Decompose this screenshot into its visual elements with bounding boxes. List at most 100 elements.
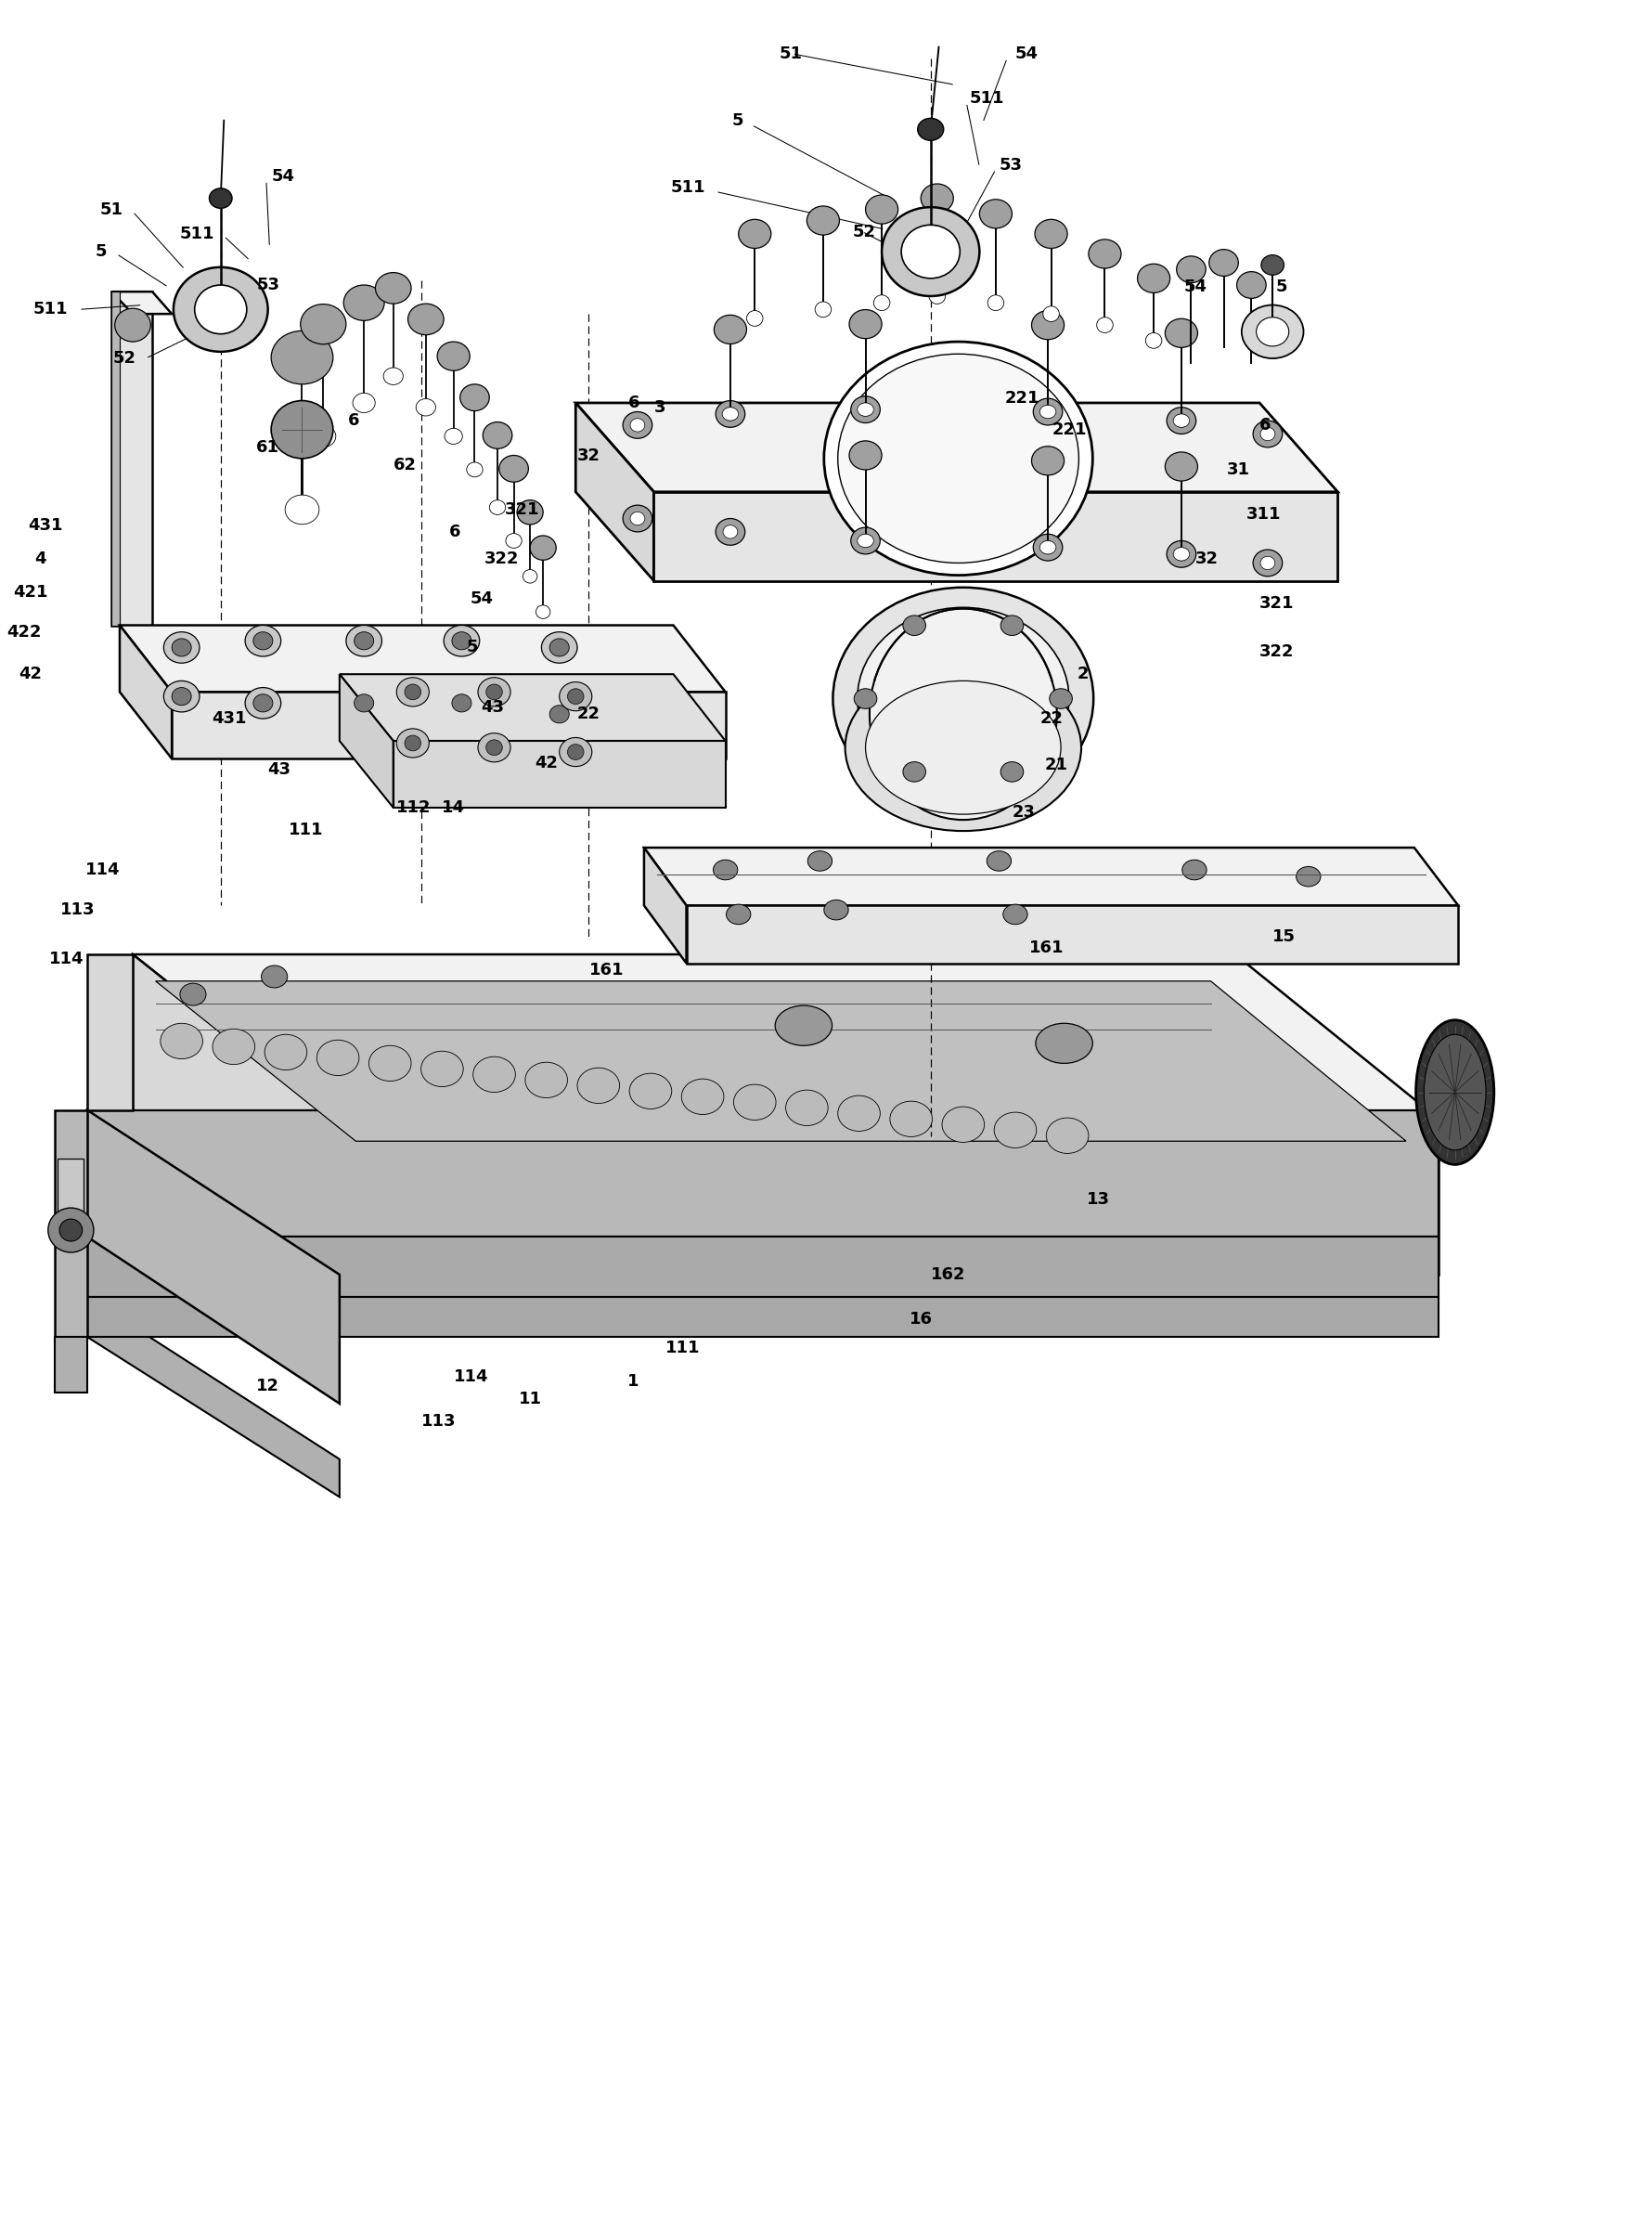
Ellipse shape <box>451 633 471 649</box>
Ellipse shape <box>889 1101 932 1137</box>
Ellipse shape <box>1252 421 1282 448</box>
Ellipse shape <box>747 310 763 325</box>
Text: 43: 43 <box>268 762 291 778</box>
Ellipse shape <box>383 368 403 386</box>
Ellipse shape <box>1042 305 1059 321</box>
Ellipse shape <box>1260 428 1274 441</box>
Ellipse shape <box>396 729 430 758</box>
Ellipse shape <box>535 606 550 620</box>
Ellipse shape <box>59 1219 83 1242</box>
Ellipse shape <box>849 441 881 470</box>
Ellipse shape <box>917 118 943 140</box>
Ellipse shape <box>623 412 653 439</box>
Polygon shape <box>686 905 1457 963</box>
Text: 54: 54 <box>1014 45 1037 62</box>
Polygon shape <box>172 691 725 758</box>
Ellipse shape <box>1416 1021 1493 1164</box>
Ellipse shape <box>1034 218 1067 247</box>
Ellipse shape <box>725 905 750 925</box>
Ellipse shape <box>558 682 591 711</box>
Ellipse shape <box>180 983 206 1005</box>
Ellipse shape <box>1173 548 1188 562</box>
Text: 54: 54 <box>271 167 294 185</box>
Ellipse shape <box>271 330 332 383</box>
Ellipse shape <box>416 399 436 417</box>
Polygon shape <box>111 292 152 626</box>
Text: 311: 311 <box>1246 506 1280 522</box>
Ellipse shape <box>577 1068 620 1103</box>
Text: 431: 431 <box>211 711 246 727</box>
Text: 23: 23 <box>1011 805 1034 820</box>
Ellipse shape <box>928 288 945 303</box>
Ellipse shape <box>1241 305 1303 359</box>
Ellipse shape <box>1236 272 1265 299</box>
Ellipse shape <box>542 633 577 662</box>
Ellipse shape <box>1003 905 1028 925</box>
Text: 511: 511 <box>180 225 215 243</box>
Ellipse shape <box>1424 1034 1485 1150</box>
Text: 62: 62 <box>393 457 416 473</box>
Ellipse shape <box>1145 332 1161 348</box>
Ellipse shape <box>993 1112 1036 1148</box>
Ellipse shape <box>567 689 583 704</box>
Text: 114: 114 <box>50 950 84 967</box>
Ellipse shape <box>1031 310 1064 339</box>
Text: 6: 6 <box>628 395 639 410</box>
Text: 322: 322 <box>1259 644 1294 660</box>
Ellipse shape <box>714 860 737 880</box>
Ellipse shape <box>344 285 385 321</box>
Ellipse shape <box>1089 239 1120 267</box>
Text: 13: 13 <box>1085 1190 1108 1208</box>
Text: 113: 113 <box>61 901 96 918</box>
Ellipse shape <box>244 687 281 718</box>
Polygon shape <box>88 1297 339 1498</box>
Ellipse shape <box>482 421 512 448</box>
Ellipse shape <box>164 680 200 711</box>
Ellipse shape <box>542 698 577 729</box>
Ellipse shape <box>851 528 879 555</box>
Text: 51: 51 <box>99 201 122 218</box>
Ellipse shape <box>854 689 877 709</box>
Ellipse shape <box>942 1108 985 1141</box>
Polygon shape <box>393 740 725 807</box>
Ellipse shape <box>733 1086 775 1119</box>
Ellipse shape <box>629 419 644 432</box>
Text: 4: 4 <box>35 551 46 566</box>
Text: 5: 5 <box>96 243 107 261</box>
Polygon shape <box>119 626 725 691</box>
Ellipse shape <box>1181 860 1206 880</box>
Text: 22: 22 <box>577 707 600 722</box>
Text: 32: 32 <box>577 448 600 464</box>
Text: 5: 5 <box>732 111 743 129</box>
Text: 54: 54 <box>469 591 492 606</box>
Text: 14: 14 <box>441 800 466 816</box>
Polygon shape <box>88 1110 1437 1237</box>
Text: 511: 511 <box>33 301 68 319</box>
Text: 16: 16 <box>909 1311 932 1328</box>
Polygon shape <box>644 847 686 963</box>
Ellipse shape <box>902 615 925 635</box>
Ellipse shape <box>284 495 319 524</box>
Ellipse shape <box>857 609 1069 789</box>
Ellipse shape <box>352 392 375 412</box>
Ellipse shape <box>253 693 273 711</box>
Text: 511: 511 <box>671 178 705 196</box>
Ellipse shape <box>271 401 332 459</box>
Polygon shape <box>88 1110 339 1404</box>
Text: 2: 2 <box>1077 666 1089 682</box>
Ellipse shape <box>849 310 881 339</box>
Ellipse shape <box>1295 867 1320 887</box>
Text: 6: 6 <box>347 412 358 428</box>
Ellipse shape <box>486 684 502 700</box>
Ellipse shape <box>866 680 1061 814</box>
Ellipse shape <box>1165 452 1198 481</box>
Ellipse shape <box>1252 551 1282 577</box>
Ellipse shape <box>844 664 1080 831</box>
Ellipse shape <box>1208 250 1237 276</box>
Ellipse shape <box>806 205 839 234</box>
Ellipse shape <box>421 1052 463 1088</box>
Text: 431: 431 <box>28 517 63 533</box>
Polygon shape <box>55 1337 88 1393</box>
Ellipse shape <box>838 354 1079 564</box>
Ellipse shape <box>920 183 953 212</box>
